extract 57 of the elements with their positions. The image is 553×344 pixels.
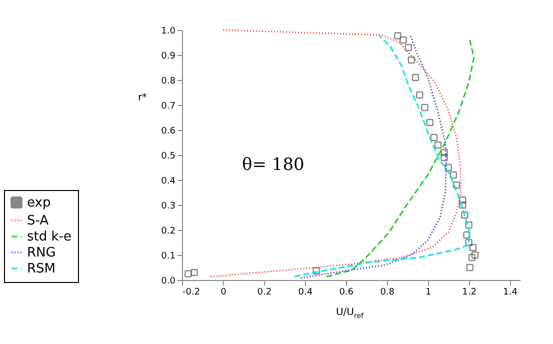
annotation: θ= 180 <box>242 155 304 175</box>
line-series <box>210 29 462 278</box>
y-tick-label: 0.2 <box>161 226 176 236</box>
y-tick-label: 0.5 <box>161 152 176 162</box>
x-tick-label: 0 <box>220 288 227 298</box>
x-tick-label: 1.2 <box>462 288 476 298</box>
x-tick-label: 1 <box>425 288 432 298</box>
y-tick-label: 0.3 <box>161 202 176 212</box>
point <box>190 268 198 276</box>
point <box>471 251 479 259</box>
point <box>465 238 472 246</box>
point <box>469 244 476 252</box>
point <box>412 74 420 82</box>
point <box>421 104 428 112</box>
y-tick-label: 0.6 <box>161 126 176 136</box>
x-tick-label: 1.4 <box>503 288 518 298</box>
y-axis-title: r* <box>138 92 148 104</box>
point <box>440 148 448 156</box>
x-tick-label: 0.6 <box>339 288 354 298</box>
point <box>452 181 460 189</box>
y-tick-label: 0.0 <box>161 276 176 286</box>
point <box>408 56 416 64</box>
y-tick-label: 0.4 <box>161 176 176 186</box>
y-tick-label: 0.7 <box>161 102 176 112</box>
point <box>434 141 442 149</box>
x-tick-label: 0.2 <box>257 288 272 298</box>
point <box>312 267 320 274</box>
x-tick-label: 0.8 <box>380 288 395 298</box>
y-tick-label: 0.8 <box>161 76 176 86</box>
legend-label: S-A <box>27 214 49 228</box>
legend-label: RNG <box>27 246 56 260</box>
point <box>416 91 424 99</box>
y-tick-label: 0.1 <box>161 252 176 262</box>
point <box>461 211 468 219</box>
legend-label: RSM <box>27 262 56 276</box>
x-tick-label: 0.4 <box>298 288 313 298</box>
y-tick-label: 1.0 <box>161 26 176 36</box>
point <box>466 264 474 272</box>
point <box>465 221 472 229</box>
point <box>444 164 452 172</box>
point <box>404 44 412 52</box>
point <box>394 32 402 40</box>
point <box>459 201 466 209</box>
line-series <box>326 39 475 278</box>
point <box>430 134 438 142</box>
y-tick-label: 0.9 <box>161 52 176 62</box>
x-tick-label: -0.2 <box>182 288 200 298</box>
point <box>400 36 407 44</box>
legend-label: exp <box>27 196 51 210</box>
point <box>463 231 470 239</box>
point <box>459 196 466 204</box>
legend-label: std k-e <box>27 230 72 244</box>
point <box>184 270 192 278</box>
point <box>426 118 434 126</box>
point <box>440 154 448 162</box>
point <box>450 171 458 179</box>
point <box>468 254 476 262</box>
